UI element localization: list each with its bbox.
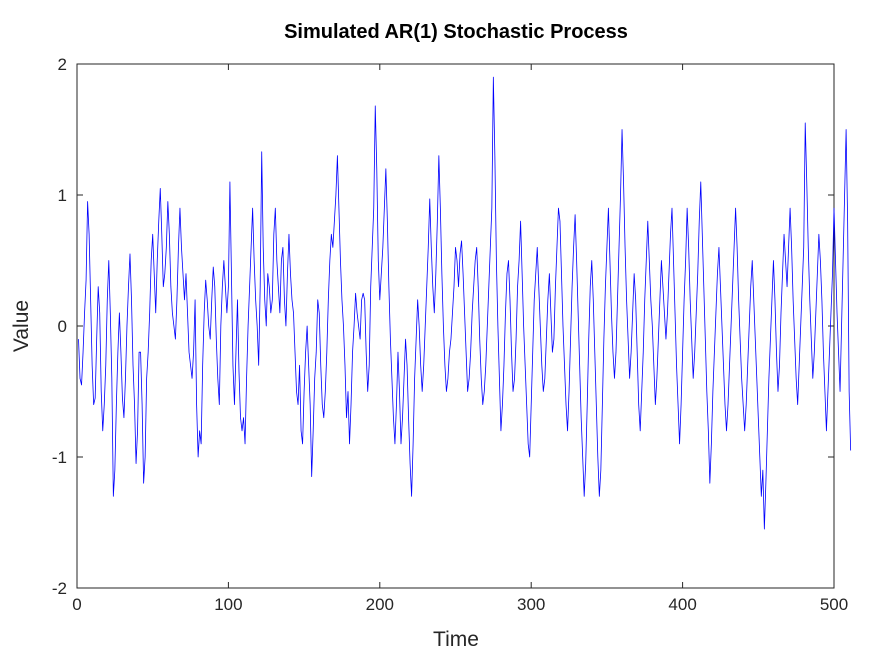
- y-axis-ticks: -2 -1 0 1 2: [52, 55, 834, 598]
- x-axis-ticks: 0 100 200 300 400 500: [72, 64, 848, 614]
- x-tick-label: 400: [668, 595, 696, 614]
- series-line: [78, 76, 852, 530]
- y-tick-label: -1: [52, 448, 67, 467]
- plot-frame: [76, 63, 835, 589]
- x-axis-label: Time: [433, 628, 479, 651]
- x-tick-label: 0: [72, 595, 81, 614]
- x-tick-label: 100: [214, 595, 242, 614]
- y-tick-label: -2: [52, 579, 67, 598]
- x-tick-label: 200: [366, 595, 394, 614]
- x-tick-label: 500: [820, 595, 848, 614]
- plot-area: 0 100 200 300 400 500 -2 -1 0 1 2: [52, 55, 852, 614]
- y-axis-label: Value: [10, 300, 33, 352]
- x-tick-label: 300: [517, 595, 545, 614]
- y-tick-label: 1: [58, 186, 67, 205]
- chart-title: Simulated AR(1) Stochastic Process: [284, 21, 628, 43]
- y-tick-label: 2: [58, 55, 67, 74]
- y-tick-label: 0: [58, 317, 67, 336]
